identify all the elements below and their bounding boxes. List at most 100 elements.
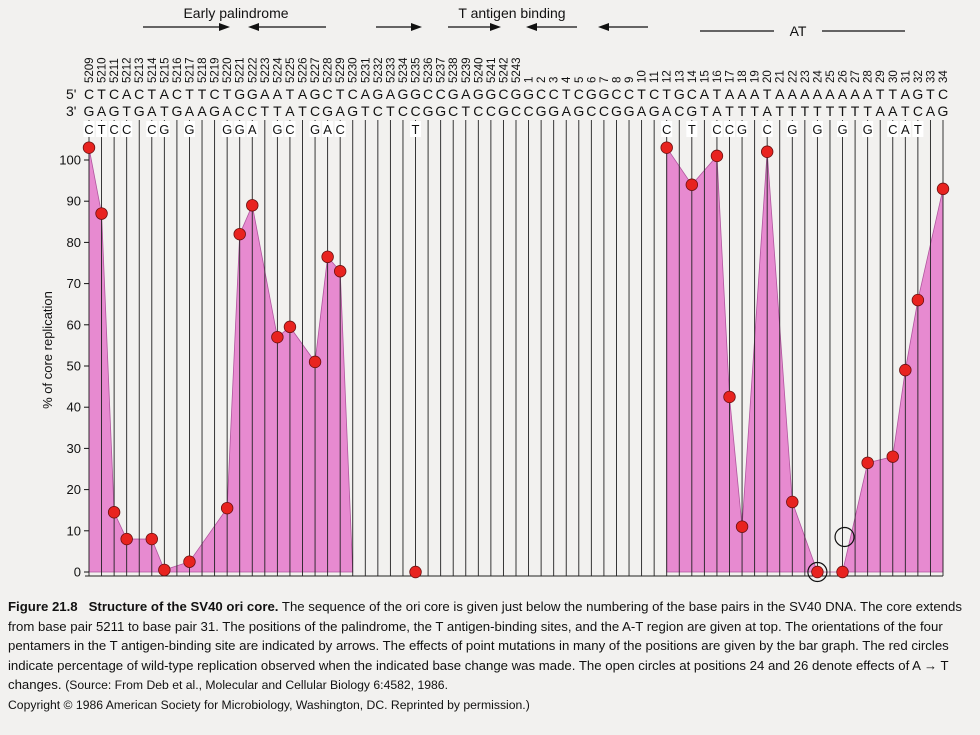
bottom-strand-base: A (876, 103, 886, 119)
position-label: 13 (674, 70, 686, 83)
top-strand-base: A (386, 86, 396, 102)
mutation-label: A (899, 121, 911, 137)
data-point (333, 265, 347, 278)
mutation-base-label: G (222, 122, 232, 137)
bottom-strand-base: T (298, 103, 307, 119)
mutation-base-label: C (84, 122, 93, 137)
position-label: 12 (662, 70, 674, 83)
position-label: 17 (725, 70, 737, 83)
mutation-label: C (724, 121, 735, 137)
top-strand-base: T (148, 86, 157, 102)
position-label: 5232 (373, 57, 385, 83)
mutation-label-box (837, 121, 849, 137)
data-point (836, 565, 849, 579)
bottom-strand-base: A (926, 103, 936, 119)
bottom-strand-base: G (686, 103, 697, 119)
top-strand-prefix: 5' (66, 86, 76, 102)
y-tick-label: 0 (74, 565, 81, 580)
mutation-base-label: A (323, 122, 332, 137)
top-strand-base: G (473, 86, 484, 102)
mutation-base-label: T (412, 122, 420, 137)
mutation-label: C (284, 121, 296, 137)
top-strand-base: C (210, 86, 220, 102)
bottom-strand-base: G (423, 103, 434, 119)
top-strand-base: G (372, 86, 383, 102)
mutation-base-label: A (901, 122, 910, 137)
top-strand-base: C (687, 86, 697, 102)
y-axis: 0 10 20 30 40 50 60 70 80 90 100 (59, 153, 89, 580)
bottom-strand-base: C (373, 103, 383, 119)
bottom-strand-base: G (938, 103, 949, 119)
mutation-label-box (661, 121, 673, 137)
data-point (710, 149, 724, 163)
mutation-base-label: G (310, 122, 320, 137)
top-strand-base: G (485, 86, 496, 102)
top-strand-base: T (662, 86, 671, 102)
mutation-label: C (661, 121, 673, 137)
data-point (145, 532, 158, 546)
y-tick-label: 60 (67, 317, 81, 332)
mutation-base-label: G (787, 122, 797, 137)
mutation-label-box (761, 121, 773, 137)
top-strand-base: A (160, 86, 170, 102)
bottom-strand-base: T (813, 103, 822, 119)
top-strand-base: C (938, 86, 948, 102)
bottom-strand-base: G (498, 103, 509, 119)
mutation-label-box (711, 121, 723, 137)
mutation-label: G (158, 121, 170, 137)
caption-body: The sequence of the ori core is given ju… (8, 599, 962, 692)
caption-source: (Source: From Deb et al., Molecular and … (65, 678, 448, 692)
bottom-strand-base: T (788, 103, 797, 119)
mutation-base-label: T (98, 122, 106, 137)
bottom-strand-base: A (222, 103, 232, 119)
mutation-label-box (724, 121, 735, 137)
top-strand-base: A (737, 86, 747, 102)
top-strand-base: A (838, 86, 848, 102)
top-strand-base: G (247, 86, 258, 102)
bottom-strand-base: T (361, 103, 370, 119)
palindrome-arrow-right-head (219, 23, 230, 31)
top-strand-base: G (586, 86, 597, 102)
position-label: 5210 (97, 57, 109, 83)
top-strand-base: T (888, 86, 897, 102)
mutation-label: C (334, 121, 346, 137)
mutation-label-box (221, 121, 233, 137)
data-point (911, 293, 925, 307)
top-strand-base: C (323, 86, 333, 102)
mutation-label: G (736, 121, 748, 137)
bottom-strand-base: G (209, 103, 220, 119)
bottom-strand-prefix: 3' (66, 103, 76, 119)
mutation-label: A (322, 121, 334, 137)
data-point (723, 390, 736, 404)
y-tick-label: 30 (67, 441, 81, 456)
mutation-base-label: G (863, 122, 873, 137)
position-label: 5236 (423, 57, 435, 83)
t-antigen-arrow-4-head (598, 23, 609, 31)
bottom-strand-base: A (712, 103, 722, 119)
mutation-base-label: G (159, 122, 169, 137)
top-strand-base: A (901, 86, 911, 102)
top-strand-base: C (611, 86, 621, 102)
position-label: 11 (649, 71, 661, 83)
data-point (233, 227, 246, 241)
position-label: 22 (787, 70, 799, 83)
position-label: 33 (925, 70, 937, 83)
position-label: 5217 (184, 57, 196, 83)
position-label: 5223 (260, 57, 272, 83)
data-point (82, 141, 96, 154)
mutation-base-label: A (248, 122, 257, 137)
bottom-strand-base: G (171, 103, 182, 119)
bottom-strand-base: A (662, 103, 672, 119)
bottom-strand-base: C (448, 103, 458, 119)
mutation-base-label: C (122, 122, 131, 137)
mutation-label-box (96, 121, 108, 137)
top-strand-base: G (912, 86, 923, 102)
position-label: 20 (762, 70, 774, 83)
bottom-strand-base: T (461, 103, 470, 119)
data-point (246, 199, 259, 212)
position-label: 5237 (436, 57, 448, 83)
data-point (271, 330, 284, 344)
position-label: 5209 (84, 57, 96, 83)
